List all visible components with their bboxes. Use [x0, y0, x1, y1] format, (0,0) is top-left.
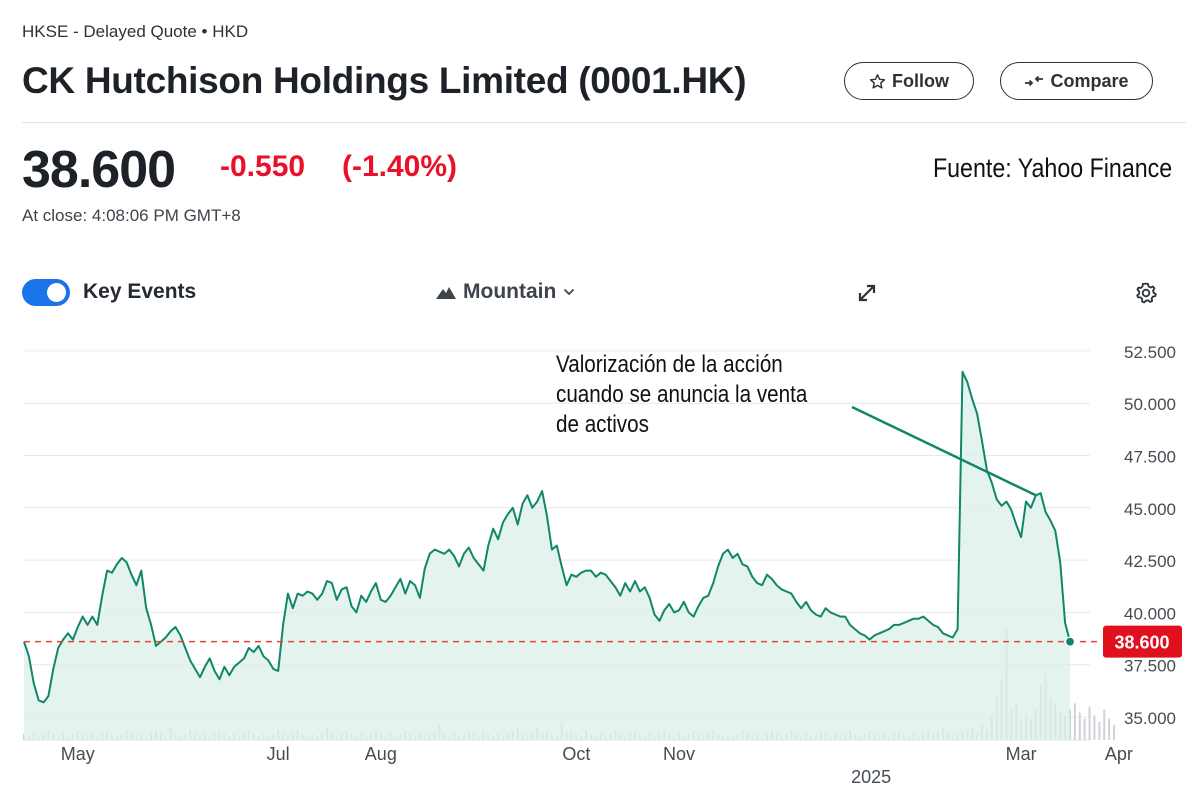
compare-button[interactable]: Compare: [1000, 62, 1153, 100]
compare-label: Compare: [1050, 70, 1129, 91]
volume-bar: [1098, 721, 1101, 740]
volume-bar: [1103, 709, 1106, 740]
price-change: -0.550: [220, 150, 306, 183]
chevron-down-icon: [564, 288, 575, 296]
compare-icon: [1025, 75, 1044, 87]
volume-bar: [1083, 718, 1086, 740]
y-tick-label: 40.000: [1124, 604, 1176, 623]
y-tick-label: 50.000: [1124, 395, 1176, 414]
follow-button[interactable]: Follow: [844, 62, 974, 100]
chart-type-dropdown[interactable]: Mountain: [436, 280, 575, 304]
volume-bar: [1112, 724, 1115, 740]
current-price-tag: 38.600: [1103, 625, 1182, 658]
current-price-tag-label: 38.600: [1114, 633, 1169, 653]
x-tick-label: Aug: [365, 744, 397, 764]
key-events-toggle[interactable]: [22, 279, 70, 306]
price-chart: 35.000 37.500 40.000 42.500 45.000 47.500 50.0…: [23, 343, 1182, 787]
x-tick-label: Oct: [562, 744, 590, 764]
y-tick-label: 37.500: [1124, 657, 1176, 676]
expand-icon[interactable]: [856, 282, 878, 304]
annotation-connector: [851, 405, 1037, 497]
follow-label: Follow: [892, 70, 949, 91]
price-area-fill: [24, 371, 1070, 740]
price-line: [23, 370, 1071, 704]
volume-bar: [1088, 706, 1091, 740]
source-credit: Fuente: Yahoo Finance: [932, 153, 1172, 183]
star-icon: [869, 73, 886, 89]
exchange-line: HKSE - Delayed Quote • HKD: [22, 22, 249, 41]
key-events-label: Key Events: [83, 280, 197, 303]
current-price: 38.600: [22, 141, 176, 199]
x-tick-label: Jul: [267, 744, 290, 764]
chart-annotation: Valorización de la acción cuando se anun…: [556, 351, 808, 438]
x-tick-label: Apr: [1105, 744, 1133, 764]
y-tick-label: 35.000: [1124, 709, 1176, 728]
gear-icon[interactable]: [1134, 281, 1158, 305]
volume-bar: [1078, 712, 1081, 740]
y-tick-label: 45.000: [1124, 500, 1176, 519]
chart-type-label: Mountain: [463, 280, 557, 303]
y-tick-label: 47.500: [1124, 448, 1176, 467]
x-tick-label: Nov: [663, 744, 695, 764]
page-title: CK Hutchison Holdings Limited (0001.HK): [22, 60, 747, 101]
header-divider: [22, 122, 1186, 123]
toggle-knob: [47, 283, 66, 302]
y-tick-label: 42.500: [1124, 552, 1176, 571]
volume-bar: [1073, 703, 1076, 740]
volume-bar: [1093, 715, 1096, 740]
last-price-marker: [1064, 636, 1076, 647]
x-axis-year-label: 2025: [851, 767, 891, 787]
close-time: At close: 4:08:06 PM GMT+8: [22, 206, 241, 225]
y-tick-label: 52.500: [1124, 343, 1176, 362]
x-tick-label: Mar: [1006, 744, 1037, 764]
price-change-percent: (-1.40%): [342, 150, 458, 183]
x-tick-label: May: [61, 744, 95, 764]
volume-bar: [1108, 718, 1111, 740]
mountain-icon: [436, 286, 456, 299]
